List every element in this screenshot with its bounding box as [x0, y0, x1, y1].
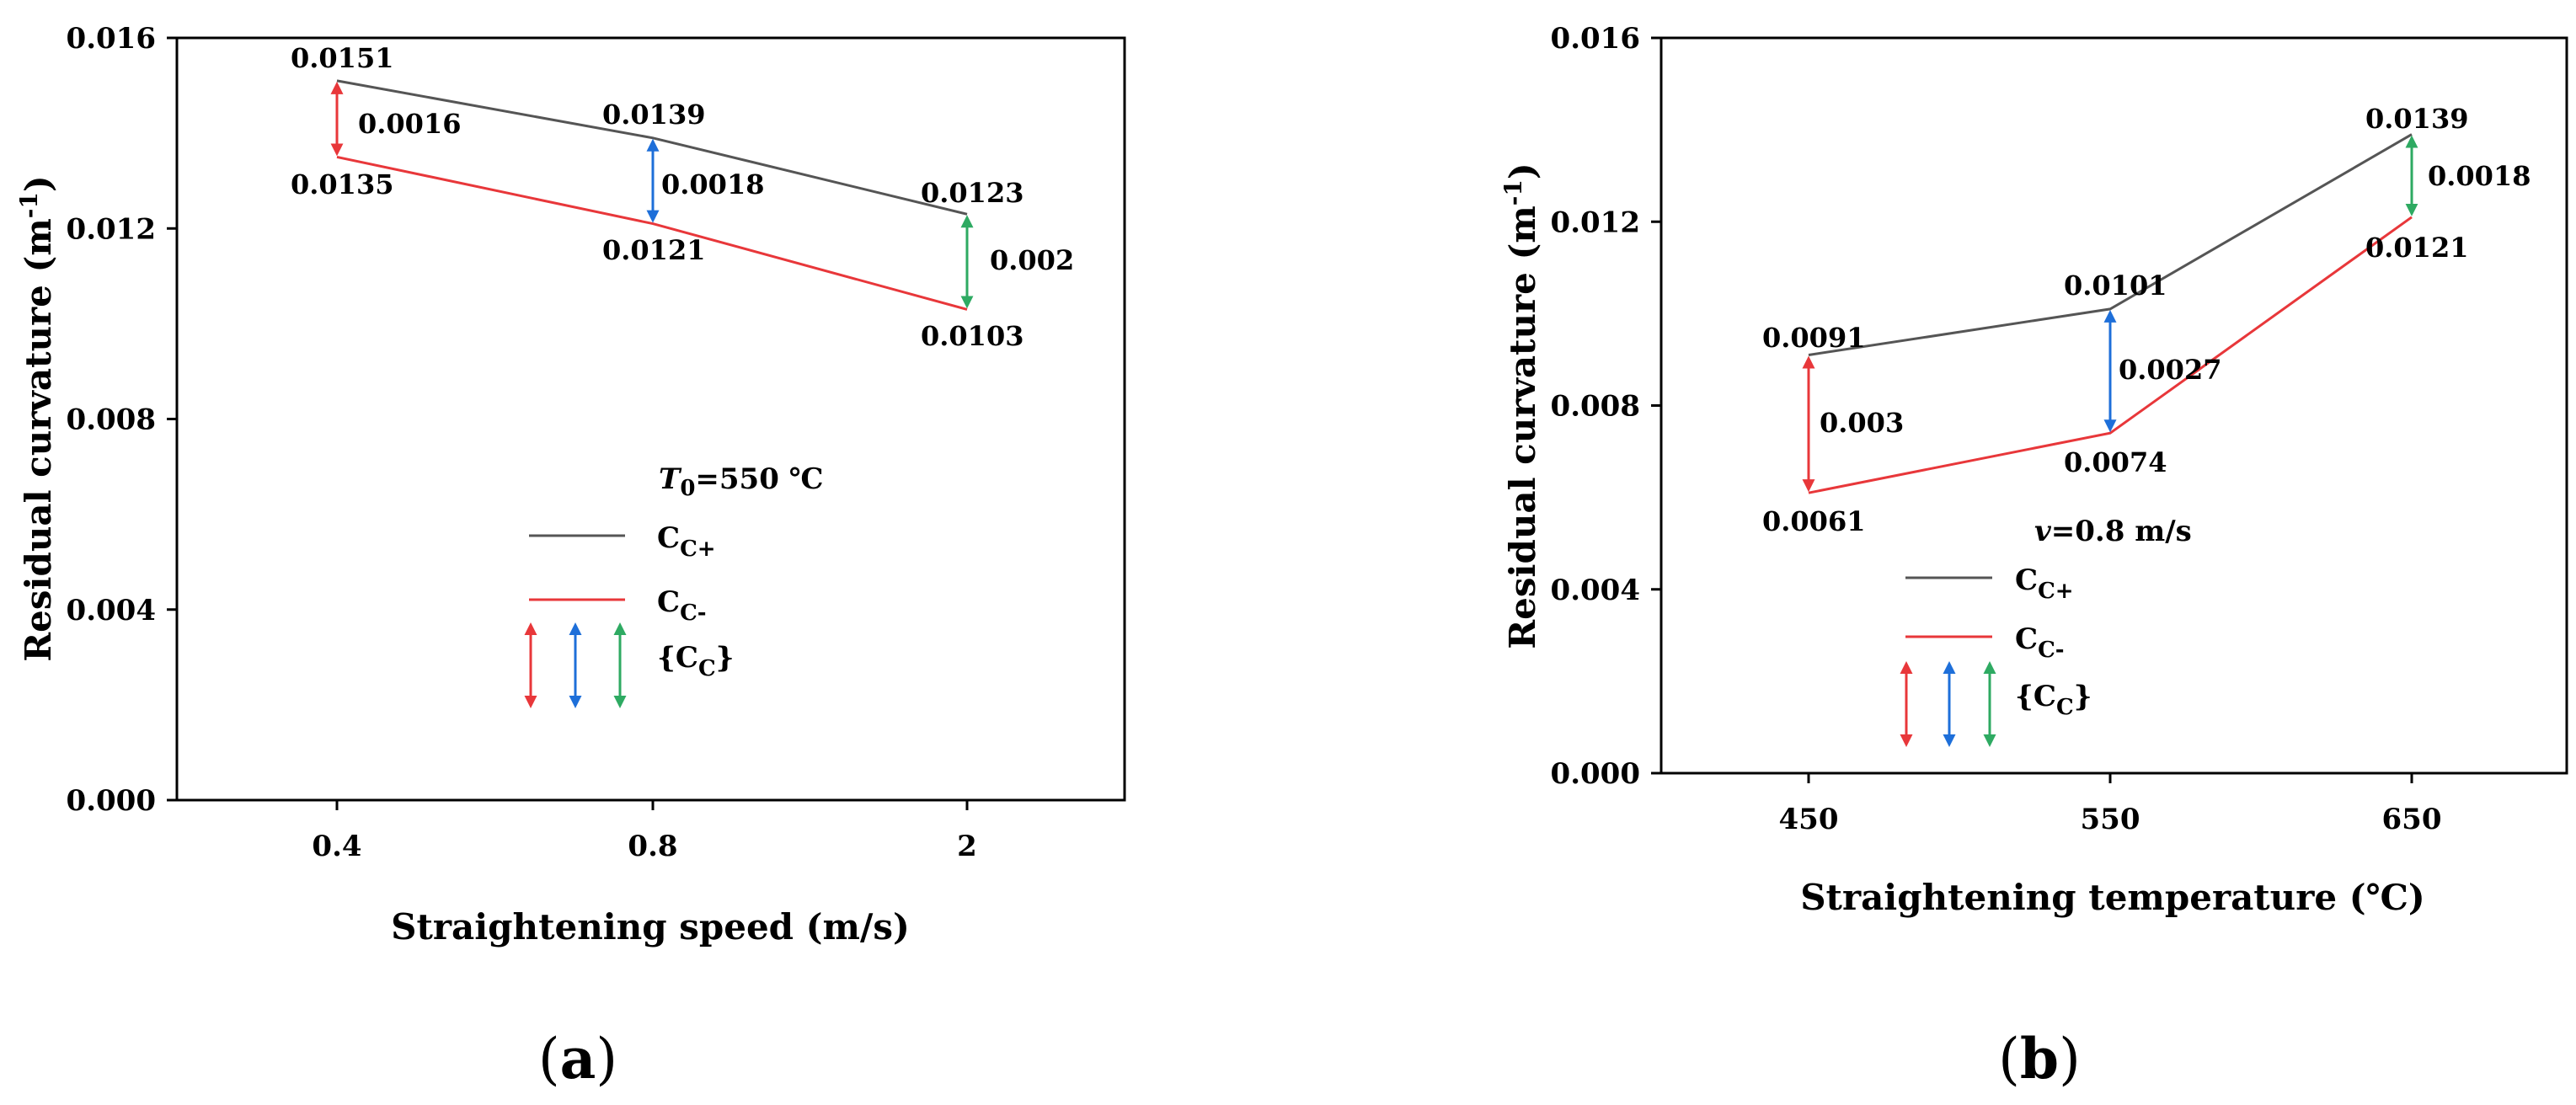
difference-label: 0.002 — [990, 244, 1074, 276]
legend-range-entry: {CC} — [2015, 680, 2092, 720]
y-axis-label: Residual curvature (m-1) — [15, 175, 59, 661]
legend-range-subscript: C — [698, 656, 716, 681]
series-line-C+ — [336, 79, 968, 216]
panel-label-close: ) — [596, 1027, 617, 1092]
x-tick-label: 450 — [1779, 803, 1839, 836]
condition-variable: v — [2034, 515, 2052, 548]
y-tick-label: 0.008 — [1551, 390, 1640, 424]
legend-range-entry: {CC} — [657, 641, 735, 681]
data-label: 0.0123 — [921, 177, 1023, 209]
y-tick-label: 0.016 — [1551, 22, 1640, 56]
difference-label: 0.0018 — [661, 168, 764, 200]
y-axis-label: Residual curvature (m-1) — [1499, 163, 1543, 649]
condition-subscript: 0 — [680, 476, 695, 501]
y-tick-label: 0.012 — [1551, 206, 1640, 239]
legend-subscript: C+ — [680, 536, 715, 562]
data-label: 0.0091 — [1762, 322, 1865, 354]
plot-frame — [175, 36, 1126, 802]
data-label: 0.0135 — [291, 168, 393, 200]
y-axis-label-text: Residual curvature (m — [1502, 206, 1543, 649]
y-axis-label-text: Residual curvature (m — [18, 218, 59, 662]
legend-name: C — [657, 585, 680, 619]
condition-value: =0.8 m/s — [2051, 515, 2192, 548]
panel-label-open: ( — [1998, 1027, 2020, 1092]
legend-entry: CC+ — [657, 521, 716, 562]
y-tick-label: 0.004 — [67, 594, 156, 627]
legend-name: C — [2015, 563, 2038, 597]
y-tick-label: 0.008 — [67, 403, 156, 437]
difference-label: 0.003 — [1820, 407, 1904, 439]
legend-subscript: C- — [680, 601, 706, 626]
legend-name: C — [2015, 622, 2038, 656]
condition-label: v=0.8 m/s — [2034, 515, 2192, 548]
panel-label-letter: a — [560, 1026, 596, 1092]
difference-label: 0.0018 — [2428, 160, 2531, 192]
panel-label: (a) — [538, 1026, 617, 1092]
data-label: 0.0121 — [602, 234, 705, 266]
legend-subscript: C+ — [2038, 579, 2073, 604]
legend-range-name: {C — [657, 641, 698, 675]
x-tick-label: 2 — [957, 830, 977, 863]
x-tick-label: 0.4 — [312, 830, 361, 863]
data-label: 0.0139 — [602, 99, 705, 131]
panel-label-close: ) — [2059, 1027, 2081, 1092]
data-label: 0.0074 — [2064, 446, 2167, 478]
condition-value: =550 ℃ — [695, 462, 823, 496]
y-tick-label: 0.004 — [1551, 574, 1640, 607]
data-label: 0.0151 — [291, 42, 393, 74]
series-line-C+ — [1808, 133, 2413, 356]
legend-entry: CC+ — [2015, 563, 2074, 604]
y-axis-label-close: ) — [18, 175, 59, 192]
y-tick-label: 0.012 — [67, 212, 156, 246]
legend-range-subscript: C — [2056, 695, 2074, 720]
data-label: 0.0101 — [2064, 270, 2167, 302]
panel-label: (b) — [1998, 1026, 2081, 1092]
difference-label: 0.0027 — [2119, 354, 2221, 386]
condition-label: T0=550 ℃ — [659, 462, 823, 501]
y-tick-label: 0.016 — [67, 22, 156, 56]
x-tick-label: 0.8 — [628, 830, 677, 863]
legend-range-close: } — [716, 641, 735, 675]
x-tick-label: 650 — [2382, 803, 2442, 836]
chart-panel-b: 0.000 0.004 0.008 0.012 0.016 450 550 650 0.0091… — [1499, 22, 2568, 1092]
data-label: 0.0139 — [2365, 103, 2468, 135]
plot-frame — [1659, 36, 2568, 775]
x-tick-label: 550 — [2081, 803, 2140, 836]
legend-subscript: C- — [2038, 638, 2064, 663]
x-axis-label: Straightening speed (m/s) — [391, 906, 910, 948]
panel-label-open: ( — [538, 1027, 560, 1092]
data-label: 0.0121 — [2365, 232, 2468, 264]
y-tick-label: 0.000 — [1551, 757, 1640, 791]
legend-name: C — [657, 521, 680, 555]
y-axis-label-superscript: -1 — [15, 192, 43, 218]
y-axis-label-close: ) — [1502, 163, 1543, 179]
y-axis-label-superscript: -1 — [1499, 179, 1527, 206]
legend-entry: CC- — [657, 585, 707, 626]
chart-panel-a: 0.000 0.004 0.008 0.012 0.016 0.4 0.8 2 0.0151 0.… — [15, 22, 1126, 1092]
data-label: 0.0061 — [1762, 505, 1865, 537]
series-line-C- — [336, 155, 968, 311]
legend-range-name: {C — [2015, 680, 2056, 713]
x-axis-label: Straightening temperature (℃) — [1800, 877, 2425, 918]
series-line-C- — [1808, 216, 2413, 494]
legend-range-close: } — [2074, 680, 2092, 713]
condition-variable: T — [659, 462, 682, 496]
difference-label: 0.0016 — [358, 108, 461, 140]
y-tick-label: 0.000 — [67, 784, 156, 818]
panel-label-letter: b — [2020, 1026, 2059, 1092]
data-label: 0.0103 — [921, 320, 1023, 352]
legend-entry: CC- — [2015, 622, 2065, 663]
